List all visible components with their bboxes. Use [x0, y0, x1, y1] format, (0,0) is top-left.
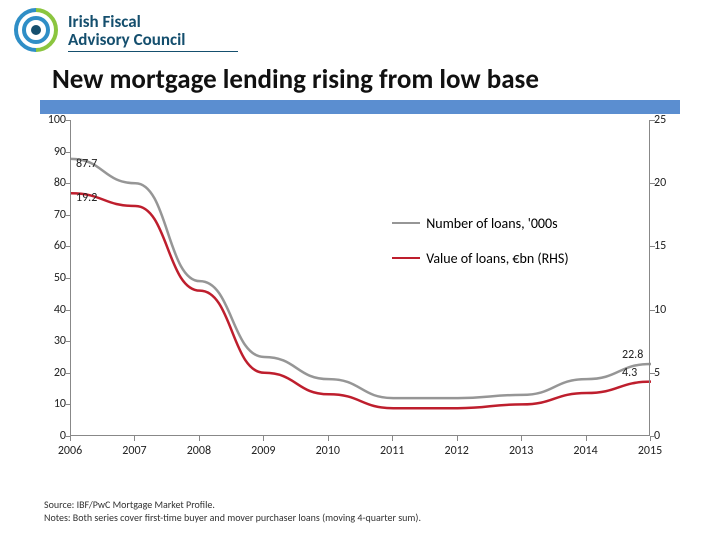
y-right-axis-line	[649, 120, 650, 436]
x-tickmark	[199, 436, 200, 441]
y-left-tick: 90	[38, 145, 66, 159]
series-end-annot: 22.8	[622, 348, 643, 362]
footer-notes: Source: IBF/PwC Mortgage Market Profile.…	[44, 499, 421, 524]
series-end-annot: 4.3	[622, 366, 637, 380]
x-tick: 2007	[122, 444, 146, 458]
y-left-tick: 20	[38, 366, 66, 380]
y-left-tick: 100	[38, 113, 66, 127]
legend-item: Number of loans, '000s	[392, 215, 568, 232]
brand-line-2: Advisory Council	[68, 31, 238, 49]
y-right-tickmark	[650, 120, 655, 121]
y-left-tick: 50	[38, 271, 66, 285]
x-tickmark	[586, 436, 587, 441]
x-tickmark	[134, 436, 135, 441]
y-right-tick: 0	[654, 429, 682, 443]
chart: 0102030405060708090100051015202520062007…	[38, 120, 682, 458]
x-tickmark	[650, 436, 651, 441]
y-left-tickmark	[65, 278, 70, 279]
brand-block: Irish Fiscal Advisory Council	[68, 13, 238, 52]
y-left-tick: 0	[38, 429, 66, 443]
page-title: New mortgage lending rising from low bas…	[0, 57, 720, 100]
y-left-tickmark	[65, 120, 70, 121]
x-tick: 2012	[444, 444, 468, 458]
y-right-tickmark	[650, 183, 655, 184]
x-tick: 2009	[251, 444, 275, 458]
y-left-tick: 80	[38, 176, 66, 190]
x-tickmark	[521, 436, 522, 441]
legend-swatch	[392, 222, 420, 225]
legend: Number of loans, '000s Value of loans, €b…	[392, 215, 568, 285]
y-left-tickmark	[65, 152, 70, 153]
header: Irish Fiscal Advisory Council	[0, 0, 720, 57]
y-left-tickmark	[65, 404, 70, 405]
series-start-annot: 19.2	[76, 191, 97, 205]
x-tick: 2008	[187, 444, 211, 458]
y-right-tickmark	[650, 373, 655, 374]
y-left-tick: 40	[38, 303, 66, 317]
y-left-tickmark	[65, 246, 70, 247]
x-tickmark	[392, 436, 393, 441]
y-left-tickmark	[65, 310, 70, 311]
x-tick: 2015	[638, 444, 662, 458]
x-tickmark	[457, 436, 458, 441]
x-tick: 2013	[509, 444, 533, 458]
y-left-tick: 70	[38, 208, 66, 222]
series-start-annot: 87.7	[76, 157, 97, 171]
y-right-tickmark	[650, 310, 655, 311]
x-tick: 2014	[573, 444, 597, 458]
y-left-tick: 10	[38, 397, 66, 411]
legend-swatch	[392, 257, 420, 260]
x-tickmark	[328, 436, 329, 441]
y-left-tick: 30	[38, 334, 66, 348]
logo-icon	[14, 8, 58, 57]
x-tickmark	[70, 436, 71, 441]
y-right-tick: 10	[654, 303, 682, 317]
legend-label: Number of loans, '000s	[426, 215, 557, 232]
title-underline-bar	[40, 100, 680, 114]
footer-source: Source: IBF/PwC Mortgage Market Profile.	[44, 499, 421, 512]
x-tick: 2010	[316, 444, 340, 458]
x-tickmark	[263, 436, 264, 441]
y-left-tickmark	[65, 341, 70, 342]
y-right-tickmark	[650, 246, 655, 247]
y-right-tick: 20	[654, 176, 682, 190]
x-tick: 2011	[380, 444, 404, 458]
x-tick: 2006	[58, 444, 82, 458]
footer-note: Notes: Both series cover first-time buye…	[44, 512, 421, 525]
y-left-tickmark	[65, 373, 70, 374]
legend-label: Value of loans, €bn (RHS)	[426, 250, 568, 267]
y-right-tick: 15	[654, 239, 682, 253]
y-right-tick: 5	[654, 366, 682, 380]
brand-rule	[68, 51, 238, 52]
y-left-tickmark	[65, 183, 70, 184]
legend-item: Value of loans, €bn (RHS)	[392, 250, 568, 267]
y-left-tickmark	[65, 215, 70, 216]
y-left-tick: 60	[38, 239, 66, 253]
y-right-tick: 25	[654, 113, 682, 127]
